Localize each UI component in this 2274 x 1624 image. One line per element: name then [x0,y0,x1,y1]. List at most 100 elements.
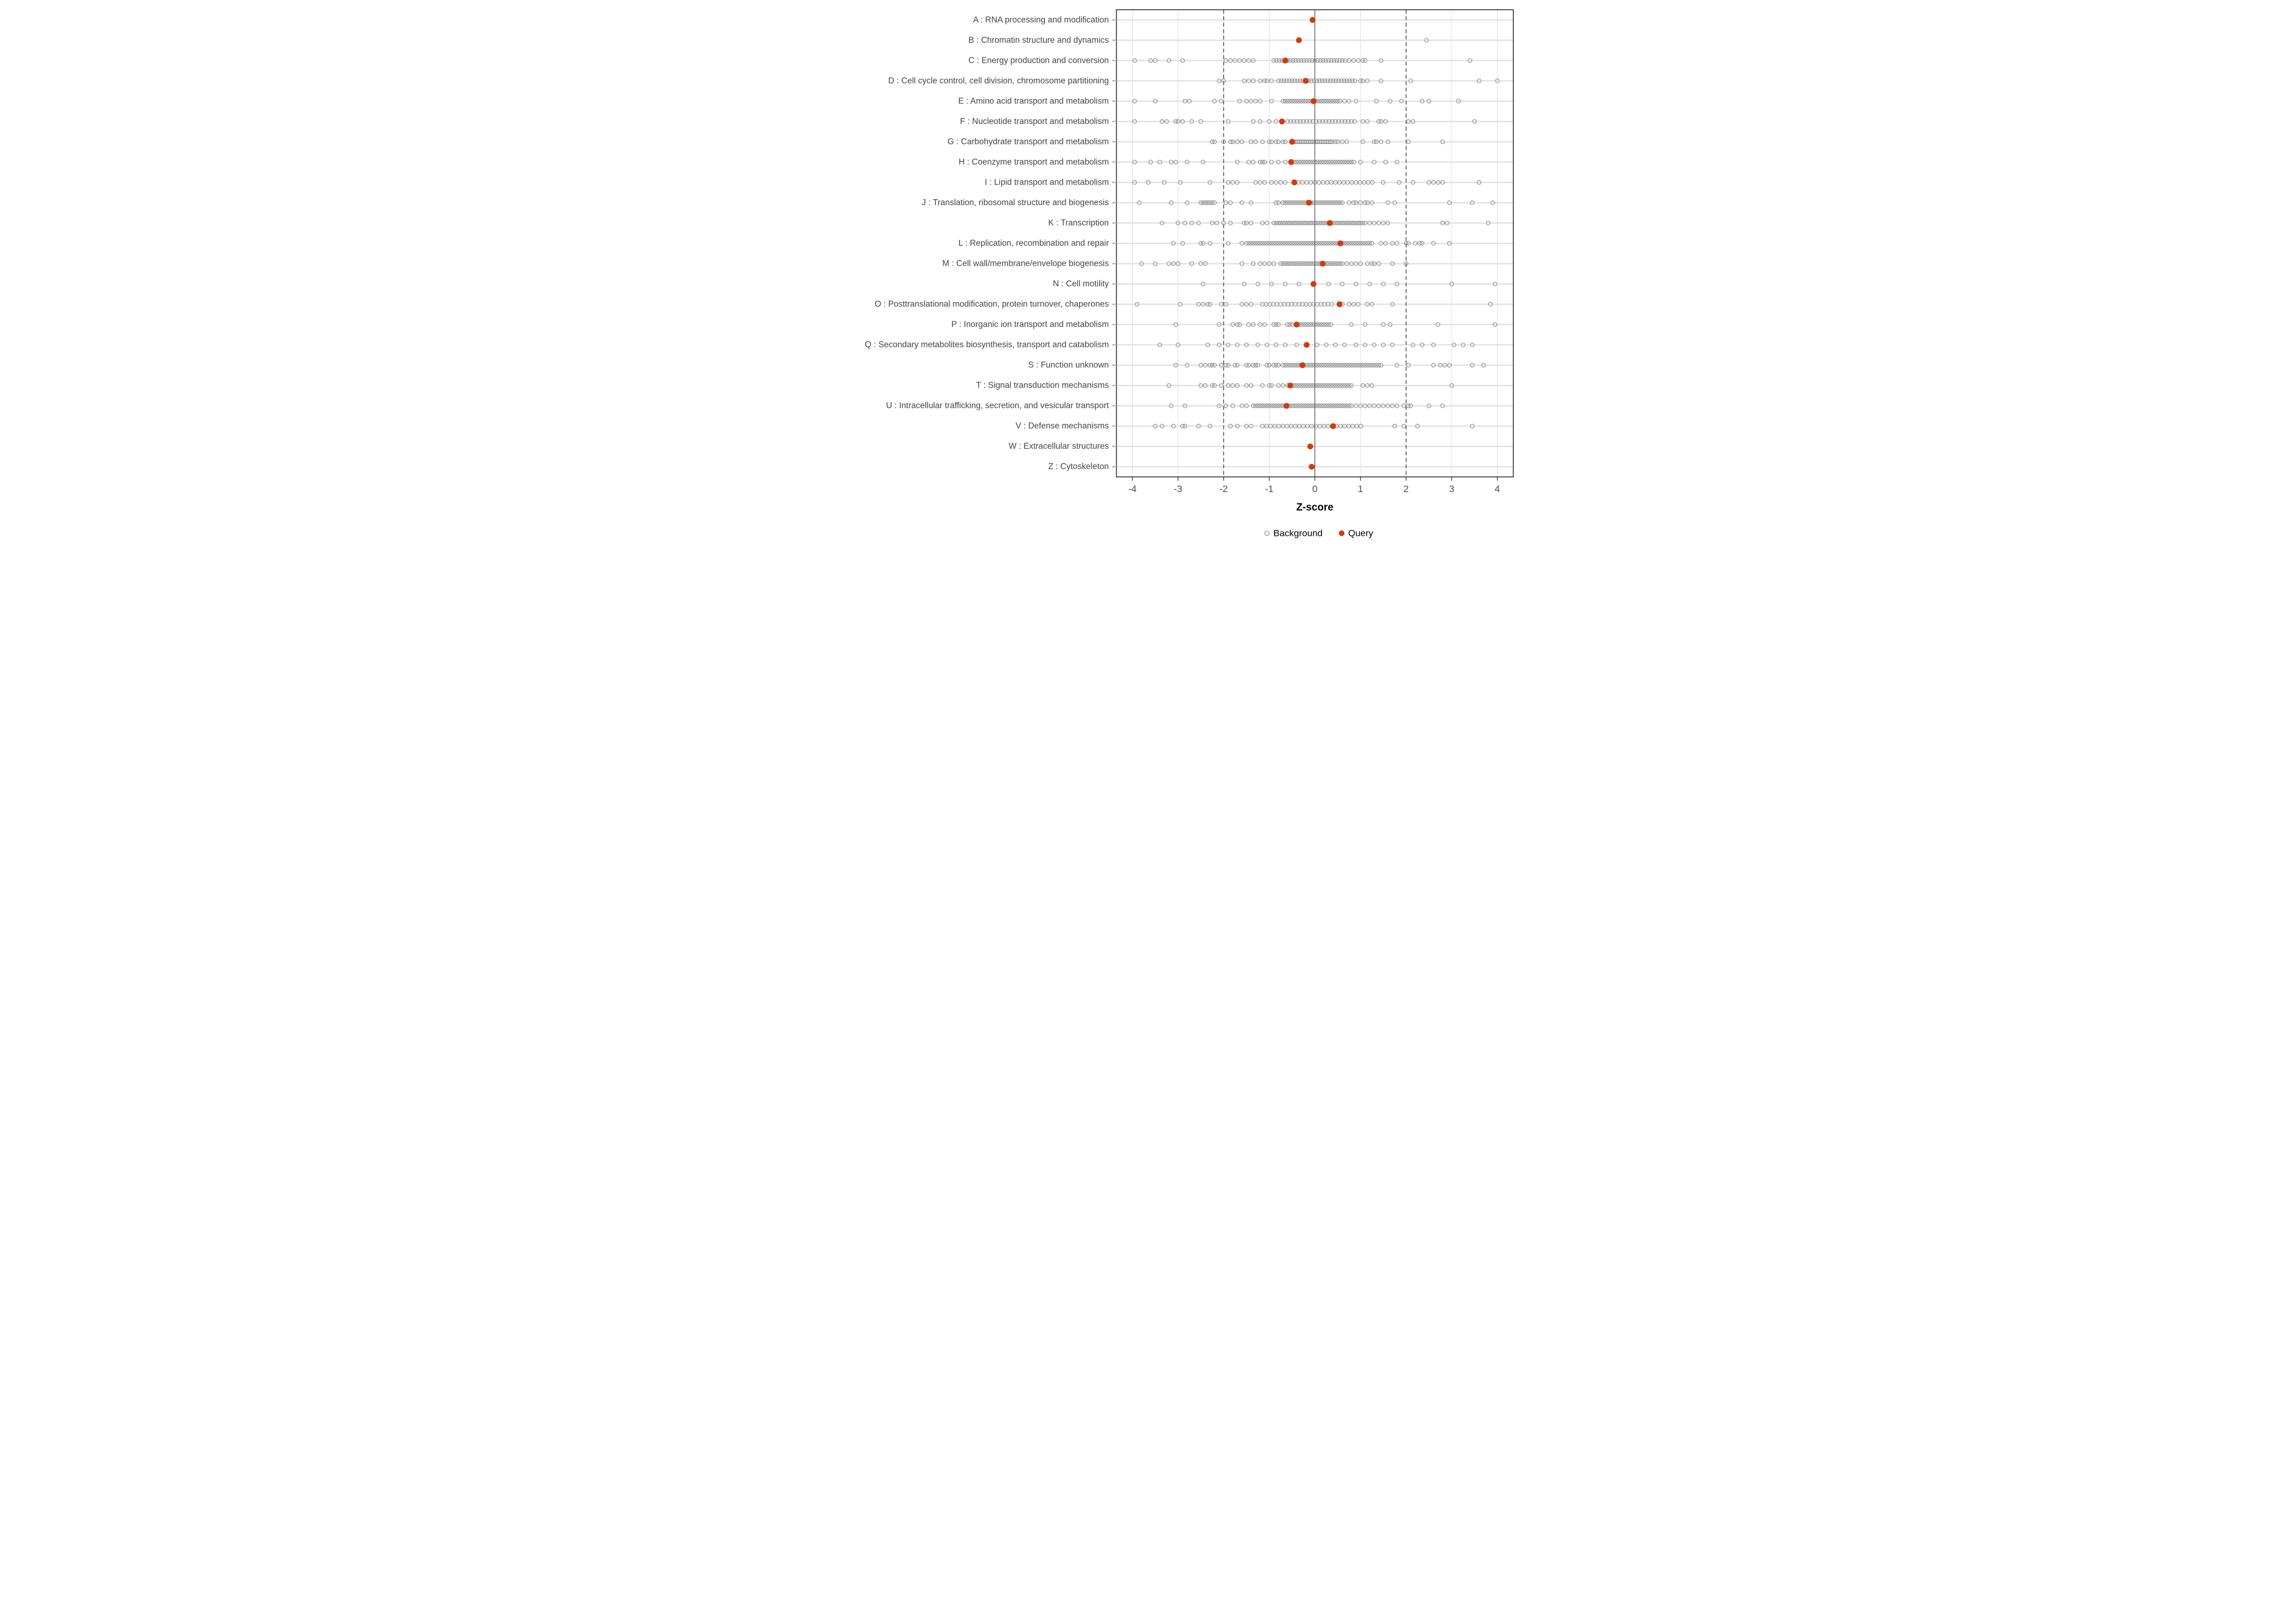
background-point [1440,403,1445,408]
background-point [1246,241,1251,246]
background-point [1258,403,1263,408]
background-point [1390,302,1395,307]
background-point [1367,220,1372,226]
background-point [1276,241,1281,246]
background-point [1331,261,1336,266]
background-point [1224,403,1229,408]
background-point [1378,241,1383,246]
background-point [1358,78,1363,83]
background-point [1342,119,1348,124]
background-point [1296,220,1302,226]
background-point [1328,261,1334,266]
background-point [1383,119,1388,124]
background-point [1290,220,1295,226]
background-point [1447,241,1452,246]
background-point [1292,200,1297,205]
background-point [1308,363,1313,368]
background-point [1224,58,1229,63]
background-point [1226,241,1231,246]
query-point [1296,37,1302,43]
background-point [1371,139,1377,145]
background-point [1312,383,1317,388]
background-point [1378,119,1383,124]
background-point [1339,383,1345,388]
background-point [1212,363,1217,368]
category-label: M : Cell wall/membrane/envelope biogenes… [942,259,1109,269]
background-point [1305,160,1311,165]
background-point [1239,261,1244,266]
background-point [1344,160,1349,165]
background-point [1358,160,1363,165]
background-point [1246,363,1251,368]
background-point [1290,200,1295,205]
background-point [1390,342,1395,348]
background-point [1132,180,1137,185]
background-point [1317,99,1322,103]
background-point [1249,99,1253,103]
background-point [1323,119,1328,124]
background-point [1288,119,1293,124]
background-point [1292,78,1297,83]
background-point [1249,139,1253,145]
background-point [1392,200,1397,205]
background-point [1370,180,1375,185]
background-point [1301,383,1306,388]
background-point [1369,383,1374,388]
background-point [1322,241,1327,246]
background-point [1331,160,1336,165]
background-point [1299,200,1304,205]
background-point [1288,322,1292,327]
background-point [1301,119,1306,124]
background-point [1276,78,1281,83]
background-point [1417,241,1422,246]
background-point [1246,322,1251,327]
background-point [1251,58,1256,63]
background-point [1406,119,1411,124]
background-point [1288,241,1292,246]
background-point [1390,261,1395,266]
background-point [1315,241,1319,246]
background-point [1205,302,1210,307]
background-point [1312,160,1317,165]
background-point [1386,200,1390,205]
background-point [1333,119,1338,124]
background-point [1258,261,1263,266]
background-point [1244,99,1249,103]
category-label: J : Translation, ribosomal structure and… [922,198,1109,207]
background-point [1339,119,1344,124]
background-point [1283,363,1288,368]
background-point [1175,261,1180,266]
background-point [1317,220,1322,226]
background-point [1319,403,1324,408]
background-point [1200,302,1206,307]
background-point [1381,281,1386,286]
background-point [1447,200,1452,205]
background-point [1329,302,1334,307]
background-point [1278,220,1283,226]
background-point [1312,322,1317,327]
background-point [1449,281,1454,286]
background-point [1371,220,1377,226]
background-point [1440,139,1445,145]
category-label: P : Inorganic ion transport and metaboli… [951,320,1109,329]
background-point [1334,78,1338,83]
background-point [1337,363,1342,368]
background-point [1312,403,1317,408]
background-point [1376,403,1381,408]
background-point [1258,78,1263,83]
query-point [1306,200,1312,206]
background-point [1296,160,1302,165]
background-point [1365,383,1370,388]
background-point [1305,220,1311,226]
background-point [1304,119,1309,124]
background-point [1235,180,1240,185]
background-point [1403,241,1409,246]
background-point [1410,342,1415,348]
background-point [1271,363,1276,368]
background-point [1354,363,1358,368]
background-point [1256,241,1260,246]
background-point [1415,424,1420,429]
background-point [1339,58,1345,63]
category-label: Q : Secondary metabolites biosynthesis, … [865,340,1109,350]
background-point [1283,99,1288,103]
